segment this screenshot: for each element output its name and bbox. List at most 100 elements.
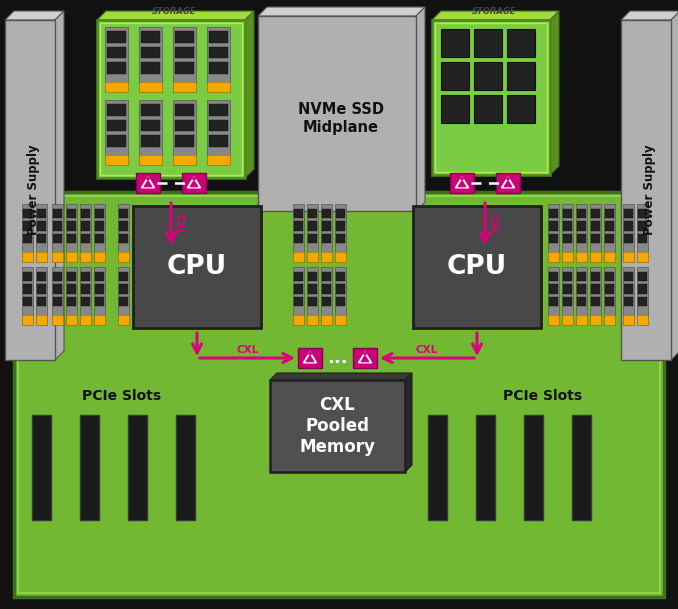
- Bar: [128, 415, 147, 520]
- Bar: [80, 204, 91, 262]
- Bar: [94, 315, 105, 325]
- Bar: [81, 284, 89, 294]
- Bar: [623, 204, 634, 262]
- Bar: [54, 297, 62, 306]
- Text: ...: ...: [327, 349, 348, 367]
- Bar: [23, 272, 32, 281]
- Bar: [23, 297, 32, 306]
- Bar: [308, 297, 317, 306]
- Bar: [624, 272, 633, 281]
- Bar: [638, 222, 647, 231]
- Bar: [139, 100, 162, 165]
- Bar: [207, 27, 230, 92]
- Bar: [548, 315, 559, 325]
- Bar: [67, 234, 76, 244]
- Bar: [105, 155, 128, 165]
- Bar: [67, 284, 76, 294]
- Bar: [81, 297, 89, 306]
- Bar: [476, 415, 495, 520]
- Bar: [141, 119, 160, 131]
- Bar: [562, 204, 573, 262]
- Bar: [107, 104, 125, 116]
- Bar: [118, 252, 129, 262]
- Text: CXL: CXL: [174, 214, 184, 234]
- Bar: [107, 46, 125, 58]
- Polygon shape: [458, 181, 466, 186]
- Bar: [67, 272, 76, 281]
- Bar: [23, 222, 32, 231]
- Bar: [176, 119, 194, 131]
- Bar: [139, 27, 162, 92]
- Bar: [576, 204, 587, 262]
- Bar: [591, 209, 599, 218]
- Bar: [37, 297, 45, 306]
- Bar: [524, 415, 543, 520]
- Bar: [562, 267, 573, 325]
- Bar: [562, 315, 573, 325]
- Bar: [210, 119, 228, 131]
- Bar: [576, 267, 587, 325]
- Bar: [293, 252, 304, 262]
- Bar: [604, 204, 615, 262]
- Bar: [605, 209, 614, 218]
- Bar: [604, 252, 615, 262]
- Text: PCIe Slots: PCIe Slots: [504, 389, 582, 403]
- Bar: [335, 267, 346, 325]
- Bar: [474, 29, 502, 57]
- Bar: [549, 209, 558, 218]
- Bar: [23, 284, 32, 294]
- Bar: [52, 315, 63, 325]
- Bar: [173, 155, 196, 165]
- Bar: [36, 315, 47, 325]
- Bar: [336, 272, 344, 281]
- Bar: [322, 209, 331, 218]
- Bar: [563, 272, 572, 281]
- Bar: [578, 272, 586, 281]
- Bar: [563, 222, 572, 231]
- Bar: [623, 315, 634, 325]
- Bar: [638, 297, 647, 306]
- Bar: [94, 267, 105, 325]
- Polygon shape: [142, 177, 155, 188]
- Text: CXL: CXL: [488, 214, 498, 234]
- Bar: [81, 234, 89, 244]
- Bar: [621, 20, 671, 360]
- Bar: [81, 222, 89, 231]
- Bar: [605, 234, 614, 244]
- Polygon shape: [270, 373, 412, 380]
- Bar: [176, 31, 194, 43]
- Bar: [637, 204, 648, 262]
- Bar: [118, 204, 129, 262]
- Bar: [638, 272, 647, 281]
- Bar: [578, 222, 586, 231]
- Bar: [176, 135, 194, 147]
- Bar: [637, 252, 648, 262]
- Polygon shape: [187, 177, 201, 188]
- Bar: [54, 272, 62, 281]
- Bar: [624, 284, 633, 294]
- Bar: [450, 173, 474, 193]
- Bar: [413, 206, 541, 328]
- Bar: [210, 135, 228, 147]
- Bar: [81, 272, 89, 281]
- Bar: [605, 222, 614, 231]
- Bar: [624, 222, 633, 231]
- Bar: [605, 272, 614, 281]
- Polygon shape: [359, 352, 372, 363]
- Polygon shape: [502, 177, 515, 188]
- Bar: [294, 272, 302, 281]
- Bar: [100, 23, 242, 175]
- Bar: [207, 82, 230, 92]
- Bar: [549, 222, 558, 231]
- Bar: [563, 209, 572, 218]
- Bar: [66, 315, 77, 325]
- Bar: [66, 252, 77, 262]
- Bar: [22, 204, 33, 262]
- Bar: [591, 297, 599, 306]
- Bar: [623, 252, 634, 262]
- Polygon shape: [416, 7, 425, 211]
- Bar: [96, 234, 104, 244]
- Text: STORAGE: STORAGE: [152, 7, 196, 15]
- Bar: [141, 135, 160, 147]
- Bar: [54, 209, 62, 218]
